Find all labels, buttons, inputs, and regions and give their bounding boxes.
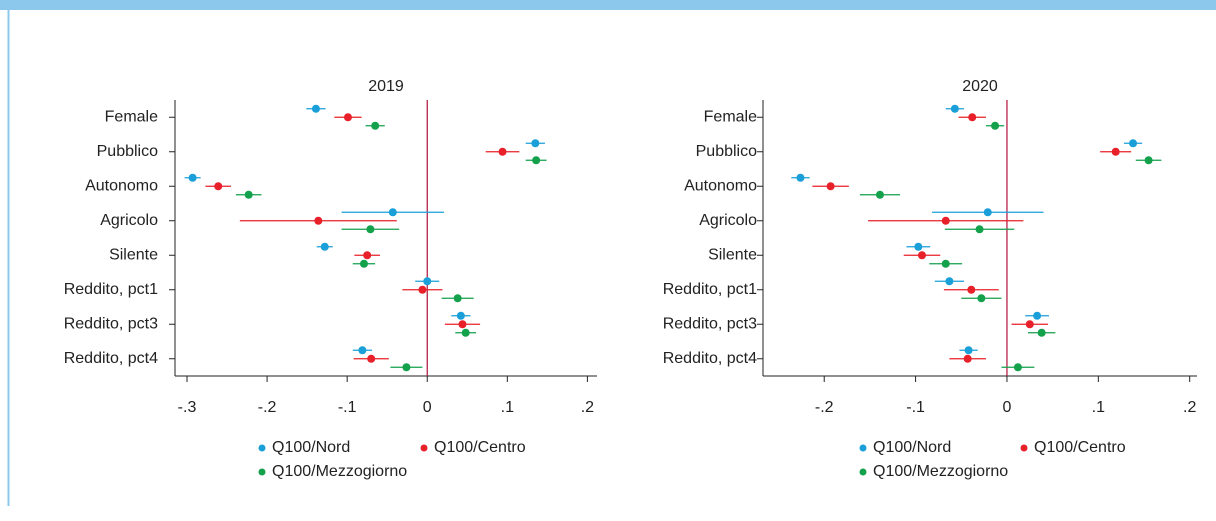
top-bar xyxy=(0,0,1216,10)
y-tick-label: Pubblico xyxy=(97,143,158,160)
x-tick-label: -.2 xyxy=(258,399,277,416)
y-tick-label: Reddito, pct1 xyxy=(663,281,757,298)
y-tick-label: Agricolo xyxy=(100,212,158,229)
y-tick-label: Reddito, pct3 xyxy=(663,315,757,332)
x-tick-label: .2 xyxy=(1183,399,1196,416)
point xyxy=(456,311,465,320)
point xyxy=(945,277,954,286)
legend-marker xyxy=(1020,444,1028,452)
y-tick-label: Agricolo xyxy=(699,212,757,229)
point xyxy=(402,363,411,372)
point xyxy=(388,208,397,217)
point xyxy=(1144,156,1153,165)
y-tick-label: Silente xyxy=(109,246,158,263)
point xyxy=(244,190,253,199)
legend-label: Q100/Centro xyxy=(1034,439,1126,456)
point xyxy=(964,346,973,355)
x-tick-label: -.2 xyxy=(815,399,834,416)
y-tick-label: Pubblico xyxy=(696,143,757,160)
legend-label: Q100/Nord xyxy=(873,439,951,456)
point xyxy=(991,121,1000,130)
y-tick-label: Autonomo xyxy=(85,177,158,194)
point xyxy=(311,104,320,113)
point xyxy=(967,285,976,294)
point xyxy=(363,251,372,260)
point xyxy=(1013,363,1022,372)
point xyxy=(367,354,376,363)
legend-label: Q100/Mezzogiorno xyxy=(272,463,407,480)
y-tick-label: Reddito, pct4 xyxy=(64,350,158,367)
point xyxy=(914,242,923,251)
point xyxy=(498,147,507,156)
x-tick-label: -.3 xyxy=(178,399,197,416)
x-tick-label: -.1 xyxy=(906,399,925,416)
point xyxy=(875,190,884,199)
y-tick-label: Autonomo xyxy=(684,177,757,194)
point xyxy=(423,277,432,286)
chart-title: 2020 xyxy=(962,78,998,95)
legend-label: Q100/Mezzogiorno xyxy=(873,463,1008,480)
point xyxy=(453,294,462,303)
point xyxy=(461,328,470,337)
legend-marker xyxy=(859,444,867,452)
legend-marker xyxy=(258,468,266,476)
point xyxy=(458,320,467,329)
point xyxy=(371,121,380,130)
point xyxy=(359,259,368,268)
point xyxy=(796,173,805,182)
point xyxy=(941,259,950,268)
point xyxy=(983,208,992,217)
point xyxy=(188,173,197,182)
chart-title: 2019 xyxy=(368,78,404,95)
y-tick-label: Reddito, pct3 xyxy=(64,315,158,332)
y-tick-label: Female xyxy=(105,108,158,125)
x-tick-label: -.1 xyxy=(338,399,357,416)
x-tick-label: .1 xyxy=(501,399,514,416)
point xyxy=(1025,320,1034,329)
point xyxy=(343,113,352,122)
legend-marker xyxy=(420,444,428,452)
point xyxy=(214,182,223,191)
y-tick-label: Reddito, pct1 xyxy=(64,281,158,298)
point xyxy=(968,113,977,122)
point xyxy=(941,216,950,225)
legend-label: Q100/Centro xyxy=(434,439,526,456)
point xyxy=(366,225,375,234)
point xyxy=(1111,147,1120,156)
x-tick-label: .2 xyxy=(581,399,594,416)
point xyxy=(1033,311,1042,320)
point xyxy=(917,251,926,260)
y-tick-label: Female xyxy=(704,108,757,125)
legend-marker xyxy=(258,444,266,452)
point xyxy=(975,225,984,234)
point xyxy=(314,216,323,225)
point xyxy=(532,156,541,165)
point xyxy=(320,242,329,251)
point xyxy=(826,182,835,191)
point xyxy=(950,104,959,113)
point xyxy=(1129,139,1138,148)
point xyxy=(358,346,367,355)
x-tick-label: 0 xyxy=(423,399,432,416)
y-tick-label: Reddito, pct4 xyxy=(663,350,757,367)
legend-label: Q100/Nord xyxy=(272,439,350,456)
x-tick-label: .1 xyxy=(1092,399,1105,416)
point xyxy=(1037,328,1046,337)
point xyxy=(418,285,427,294)
x-tick-label: 0 xyxy=(1003,399,1012,416)
y-tick-label: Silente xyxy=(708,246,757,263)
point xyxy=(977,294,986,303)
point xyxy=(531,139,540,148)
point xyxy=(963,354,972,363)
legend-marker xyxy=(859,468,867,476)
